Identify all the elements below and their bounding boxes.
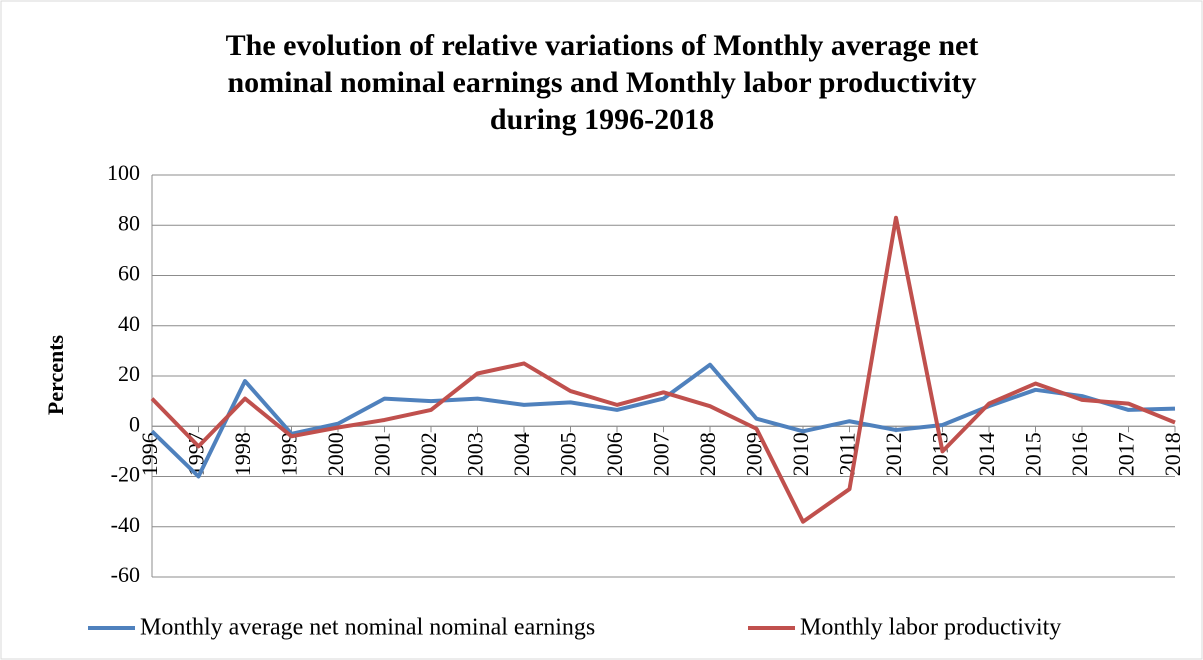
y-axis-title: Percents: [43, 334, 68, 415]
x-tick-label: 2014: [974, 432, 999, 476]
chart-title: The evolution of relative variations of …: [226, 29, 979, 62]
y-tick-label: 80: [118, 210, 140, 235]
y-tick-label: 20: [118, 361, 140, 386]
x-tick-label: 2015: [1021, 432, 1046, 476]
chart-title: during 1996-2018: [490, 103, 714, 136]
x-tick-label: 2005: [556, 432, 581, 476]
y-tick-label: 100: [107, 160, 140, 185]
x-tick-label: 1999: [277, 432, 302, 476]
x-tick-label: 2017: [1114, 432, 1139, 476]
y-tick-label: 60: [118, 261, 140, 286]
x-tick-label: 2007: [649, 432, 674, 476]
x-tick-label: 2008: [695, 432, 720, 476]
x-tick-label: 2012: [881, 432, 906, 476]
y-tick-label: -20: [111, 462, 140, 487]
y-tick-label: -60: [111, 562, 140, 587]
x-tick-label: 2006: [602, 432, 627, 476]
x-tick-label: 2010: [788, 432, 813, 476]
x-tick-label: 2018: [1160, 432, 1185, 476]
legend-label: Monthly labor productivity: [800, 615, 1061, 641]
x-tick-label: 2016: [1067, 432, 1092, 476]
chart-title: nominal nominal earnings and Monthly lab…: [227, 66, 976, 99]
x-tick-label: 1998: [230, 432, 255, 476]
x-tick-label: 2004: [509, 432, 534, 476]
x-tick-label: 2003: [463, 432, 488, 476]
x-tick-label: 2002: [416, 432, 441, 476]
series-line: [150, 215, 1176, 524]
x-tick-label: 2001: [370, 432, 395, 476]
y-tick-label: -40: [111, 512, 140, 537]
series-line: [150, 362, 1176, 479]
y-tick-label: 40: [118, 311, 140, 336]
y-tick-label: 0: [129, 411, 140, 436]
x-tick-label: 2000: [323, 432, 348, 476]
legend-label: Monthly average net nominal nominal earn…: [140, 615, 595, 641]
